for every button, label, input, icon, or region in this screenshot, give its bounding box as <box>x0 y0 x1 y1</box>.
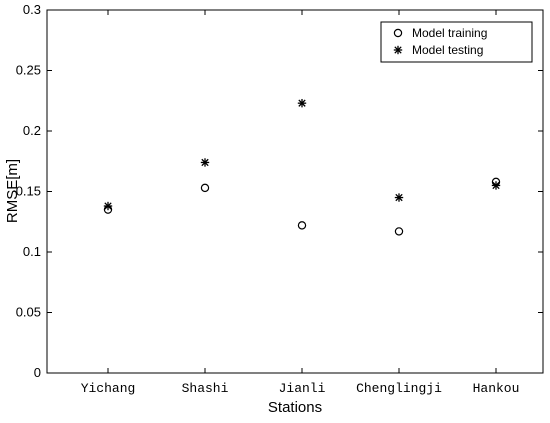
x-axis-title: Stations <box>268 399 322 416</box>
y-axis-ticks: 0 0.05 0.1 0.15 0.2 0.25 0.3 <box>16 2 543 380</box>
legend-box <box>380 21 533 63</box>
legend: Model training Model testing <box>380 21 533 63</box>
data-point-testing <box>491 181 501 190</box>
x-tick-label: Hankou <box>473 381 520 396</box>
x-tick-label: Shashi <box>182 381 229 396</box>
data-point-training <box>394 227 404 236</box>
legend-label: Model testing <box>412 43 483 57</box>
y-tick-label: 0.05 <box>16 305 41 320</box>
y-tick-label: 0.1 <box>23 244 41 259</box>
y-tick-label: 0.2 <box>23 123 41 138</box>
x-axis-ticks: Yichang Shashi Jianli Chenglingji Hankou <box>81 10 520 396</box>
plot-area <box>46 9 544 374</box>
y-tick-label: 0.25 <box>16 63 41 78</box>
y-tick-label: 0.15 <box>16 184 41 199</box>
y-tick-label: 0.3 <box>23 2 41 17</box>
y-axis-title: RMSE[m] <box>4 159 21 223</box>
legend-marker-training <box>393 28 403 38</box>
data-point-training <box>200 183 210 193</box>
data-point-testing <box>200 158 210 167</box>
data-point-testing <box>394 193 404 202</box>
data-point-training <box>297 221 307 230</box>
x-tick-label: Chenglingji <box>356 381 442 396</box>
legend-items: Model training Model testing <box>393 26 487 57</box>
legend-label: Model training <box>412 26 487 40</box>
data-point-testing <box>297 98 307 108</box>
data-point-testing <box>103 201 113 211</box>
legend-marker-testing <box>393 45 403 55</box>
chart-markers <box>103 98 501 236</box>
x-tick-label: Jianli <box>279 381 326 396</box>
y-tick-label: 0 <box>34 365 41 380</box>
x-tick-label: Yichang <box>81 381 136 396</box>
